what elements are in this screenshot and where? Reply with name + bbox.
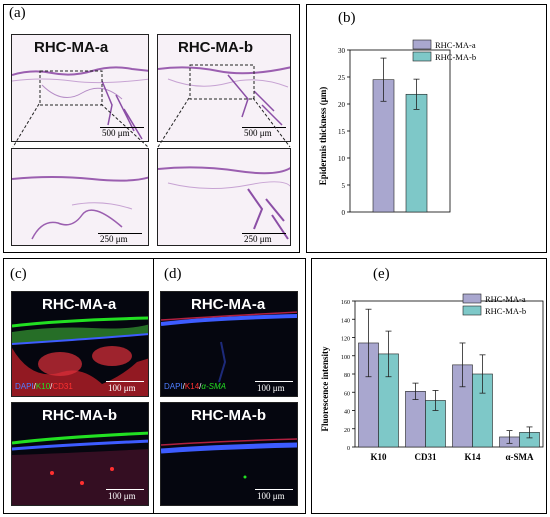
- histology-a-top-right: RHC-MA-b 500 μm: [157, 34, 291, 142]
- stain-separator: /: [50, 382, 53, 391]
- scale-bar-label: 500 μm: [102, 128, 130, 138]
- x-category-label: K14: [464, 452, 481, 462]
- fluorescence-c-top-tissue: [12, 316, 148, 396]
- histology-a-bottom-right: 250 μm: [157, 148, 291, 246]
- histology-a-top-left-tissue: [12, 66, 148, 140]
- y-tick-label: 15: [338, 128, 346, 136]
- y-tick-label: 20: [338, 101, 346, 109]
- y-tick-label: 30: [338, 47, 346, 55]
- fluorescence-d-top-tissue: [161, 311, 297, 383]
- legend-label: RHC-MA-a: [485, 294, 526, 304]
- fluorescence-d-top: RHC-MA-a DAPI/K14/α-SMA 100 μm: [160, 291, 298, 397]
- histology-a-bottom-left-tissue: [12, 176, 148, 240]
- fluorescence-d-bottom-tissue: [161, 438, 297, 479]
- stain-dapi: DAPI: [15, 382, 34, 391]
- panel-cd-frame: [3, 258, 306, 514]
- histology-a-right-title: RHC-MA-b: [178, 39, 253, 56]
- panel-cd-divider: [153, 258, 154, 514]
- plot-frame: [349, 49, 451, 213]
- scale-bar-line: [242, 233, 286, 234]
- panel-e-label: (e): [373, 266, 390, 282]
- scale-bar-line: [255, 489, 293, 490]
- stain-legend-d: DAPI/K14/α-SMA: [164, 382, 226, 391]
- legend-swatch: [412, 39, 432, 50]
- epidermis-thickness-chart: Epidermis thickness (μm) 0 5 10 15 20 25 30 RHC…: [318, 39, 476, 217]
- scale-bar-label: 100 μm: [257, 383, 285, 393]
- y-tick-label: 40: [344, 410, 350, 416]
- panel-b-frame: [306, 4, 547, 253]
- x-category-label: CD31: [415, 452, 437, 462]
- histology-a-bottom-right-tissue: [158, 166, 290, 240]
- histology-a-top-right-tissue: [158, 64, 290, 126]
- fluorescence-c-bottom-title: RHC-MA-b: [42, 407, 117, 424]
- y-tick-label: 100: [341, 355, 350, 361]
- legend-swatch: [412, 51, 432, 62]
- scale-bar-label: 500 μm: [244, 128, 272, 138]
- histology-a-left-title: RHC-MA-a: [34, 39, 109, 56]
- scale-bar-label: 250 μm: [244, 234, 272, 244]
- scale-bar-label: 100 μm: [108, 383, 136, 393]
- scale-bar-line: [100, 127, 144, 128]
- scale-bar-label: 250 μm: [100, 234, 128, 244]
- fluorescence-d-bottom: RHC-MA-b 100 μm: [160, 402, 298, 506]
- stain-k10: K10: [35, 382, 51, 391]
- fluorescence-d-top-title: RHC-MA-a: [191, 296, 266, 313]
- bar-rhc-ma-b: [405, 93, 428, 213]
- legend-swatch: [462, 305, 482, 316]
- stain-cd31: CD31: [52, 382, 73, 391]
- scale-bar-line: [242, 127, 286, 128]
- stain-separator: /: [199, 382, 202, 391]
- legend-swatch: [462, 293, 482, 304]
- fluorescence-d-bottom-title: RHC-MA-b: [191, 407, 266, 424]
- y-tick-label: 25: [338, 74, 346, 82]
- stain-separator: /: [182, 382, 185, 391]
- panel-c-label: (c): [10, 266, 27, 282]
- scale-bar-line: [98, 233, 142, 234]
- fluorescence-intensity-chart: Fluorescence intensity 0 20 40 60 80 100 120 14…: [320, 293, 544, 462]
- legend-label: RHC-MA-b: [485, 306, 526, 316]
- y-tick-label: 160: [341, 300, 350, 306]
- scale-bar-line: [106, 381, 144, 382]
- legend-label: RHC-MA-b: [435, 52, 476, 62]
- y-tick-label: 140: [341, 318, 350, 324]
- panel-a-label: (a): [9, 5, 26, 21]
- y-tick-label: 0: [342, 209, 346, 217]
- scale-bar-label: 100 μm: [108, 491, 136, 501]
- y-tick-label: 0: [347, 446, 350, 452]
- y-tick-label: 5: [342, 182, 346, 190]
- x-category-label: K10: [370, 452, 387, 462]
- y-tick-label: 60: [344, 391, 350, 397]
- x-category-label: α-SMA: [505, 452, 534, 462]
- zoom-guide-lines: [12, 97, 291, 148]
- histology-a-bottom-left: 250 μm: [11, 148, 149, 246]
- y-tick-label: 10: [338, 155, 346, 163]
- y-tick-label: 80: [344, 373, 350, 379]
- y-tick-label: 20: [344, 428, 350, 434]
- panel-b-label: (b): [338, 10, 356, 26]
- y-tick-label: 120: [341, 337, 350, 343]
- panel-a-frame: [3, 4, 300, 253]
- stain-asma: α-SMA: [201, 382, 226, 391]
- scale-bar-line: [255, 381, 293, 382]
- histology-a-top-left: RHC-MA-a 500 μm: [11, 34, 149, 142]
- panel-e-frame: [311, 258, 547, 514]
- fluorescence-c-top-title: RHC-MA-a: [42, 296, 117, 313]
- panel-d-label: (d): [164, 266, 182, 282]
- fluorescence-c-top: RHC-MA-a DAPI/K10/CD31 100 μm: [11, 291, 149, 397]
- chart-e-ylabel: Fluorescence intensity: [320, 346, 330, 432]
- chart-b-ylabel: Epidermis thickness (μm): [318, 87, 328, 186]
- stain-dapi: DAPI: [164, 382, 183, 391]
- legend-label: RHC-MA-a: [435, 40, 476, 50]
- stain-k14: K14: [184, 382, 200, 391]
- stain-separator: /: [33, 382, 36, 391]
- fluorescence-c-bottom: RHC-MA-b 100 μm: [11, 402, 149, 506]
- scale-bar-line: [106, 489, 144, 490]
- fluorescence-c-bottom-tissue: [12, 431, 148, 505]
- scale-bar-label: 100 μm: [257, 491, 285, 501]
- stain-legend-c: DAPI/K10/CD31: [15, 382, 73, 391]
